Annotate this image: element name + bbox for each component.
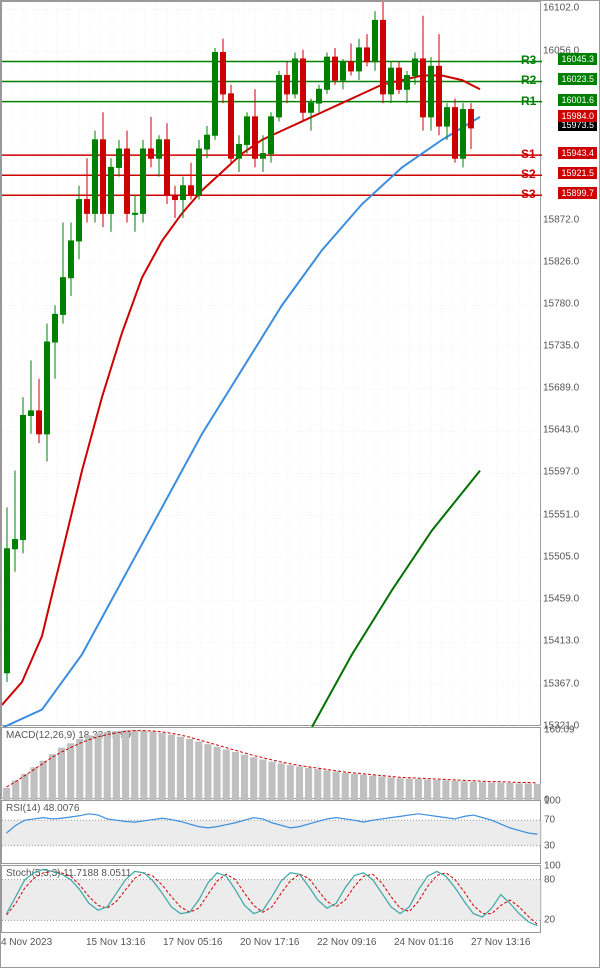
y-tick-label: 15459.0 [543,594,579,605]
x-tick-label: 17 Nov 05:16 [163,937,223,948]
y-tick-label: 15551.0 [543,509,579,520]
rsi-y-axis: 3070100 [540,801,600,863]
x-tick-label: 27 Nov 13:16 [471,937,531,948]
x-tick-label: 24 Nov 01:16 [394,937,454,948]
y-tick-label: 15872.0 [543,214,579,225]
sr-label: S3 [521,187,536,201]
price-tag: 15899.7 [558,187,597,199]
price-tag: 16045.3 [558,53,597,65]
y-tick-label: 15643.0 [543,425,579,436]
chart-container: R3R2R1S1S2S3 15321.015367.015413.015459.… [0,0,600,968]
macd-svg [2,728,542,800]
y-tick-label: 15826.0 [543,256,579,267]
sr-label: R2 [521,73,536,87]
x-tick-label: 22 Nov 09:16 [317,937,377,948]
macd-panel[interactable]: MACD(12,26,9) 18.33 39.99 0160.09 [1,727,541,799]
x-axis: 4 Nov 2023 15 Nov 13:16 17 Nov 05:16 20 Nov… [1,934,600,969]
sr-label: S1 [521,147,536,161]
macd-y-axis: 0160.09 [540,728,600,798]
y-tick-label: 15780.0 [543,299,579,310]
y-tick-label: 15413.0 [543,636,579,647]
main-chart-svg [2,2,542,727]
y-tick-label: 15735.0 [543,340,579,351]
rsi-ytick: 70 [544,815,555,826]
stoch-y-axis: 2080100 [540,866,600,932]
rsi-ytick: 30 [544,840,555,851]
y-tick-label: 15689.0 [543,382,579,393]
price-tag: 15984.0 [558,110,597,122]
x-tick-label: 4 Nov 2023 [1,937,52,948]
price-tag: 15943.4 [558,147,597,159]
rsi-svg [2,801,542,865]
sr-label: R1 [521,94,536,108]
y-tick-label: 15367.0 [543,678,579,689]
y-tick-label: 15505.0 [543,551,579,562]
price-tag: 16001.6 [558,94,597,106]
stoch-ytick: 80 [544,874,555,885]
macd-ytick: 160.09 [544,725,575,736]
sr-label: S2 [521,167,536,181]
y-tick-label: 15597.0 [543,467,579,478]
rsi-panel[interactable]: RSI(14) 48.0076 3070100 [1,800,541,864]
stoch-ytick: 20 [544,915,555,926]
x-tick-label: 20 Nov 17:16 [240,937,300,948]
stoch-svg [2,866,542,934]
stoch-ytick: 100 [544,861,561,872]
price-tag: 16023.5 [558,73,597,85]
sr-label: R3 [521,53,536,67]
rsi-ytick: 100 [544,796,561,807]
main-y-axis: 15321.015367.015413.015459.015505.015551… [539,1,599,726]
y-tick-label: 16102.0 [543,3,579,14]
price-tag: 15921.5 [558,167,597,179]
stoch-panel[interactable]: Stoch(5,3,3) 11.7188 8.0511 2080100 [1,865,541,933]
main-price-panel[interactable]: R3 R2 R1 S1 S2 S3 [1,1,541,726]
x-tick-label: 15 Nov 13:16 [86,937,146,948]
